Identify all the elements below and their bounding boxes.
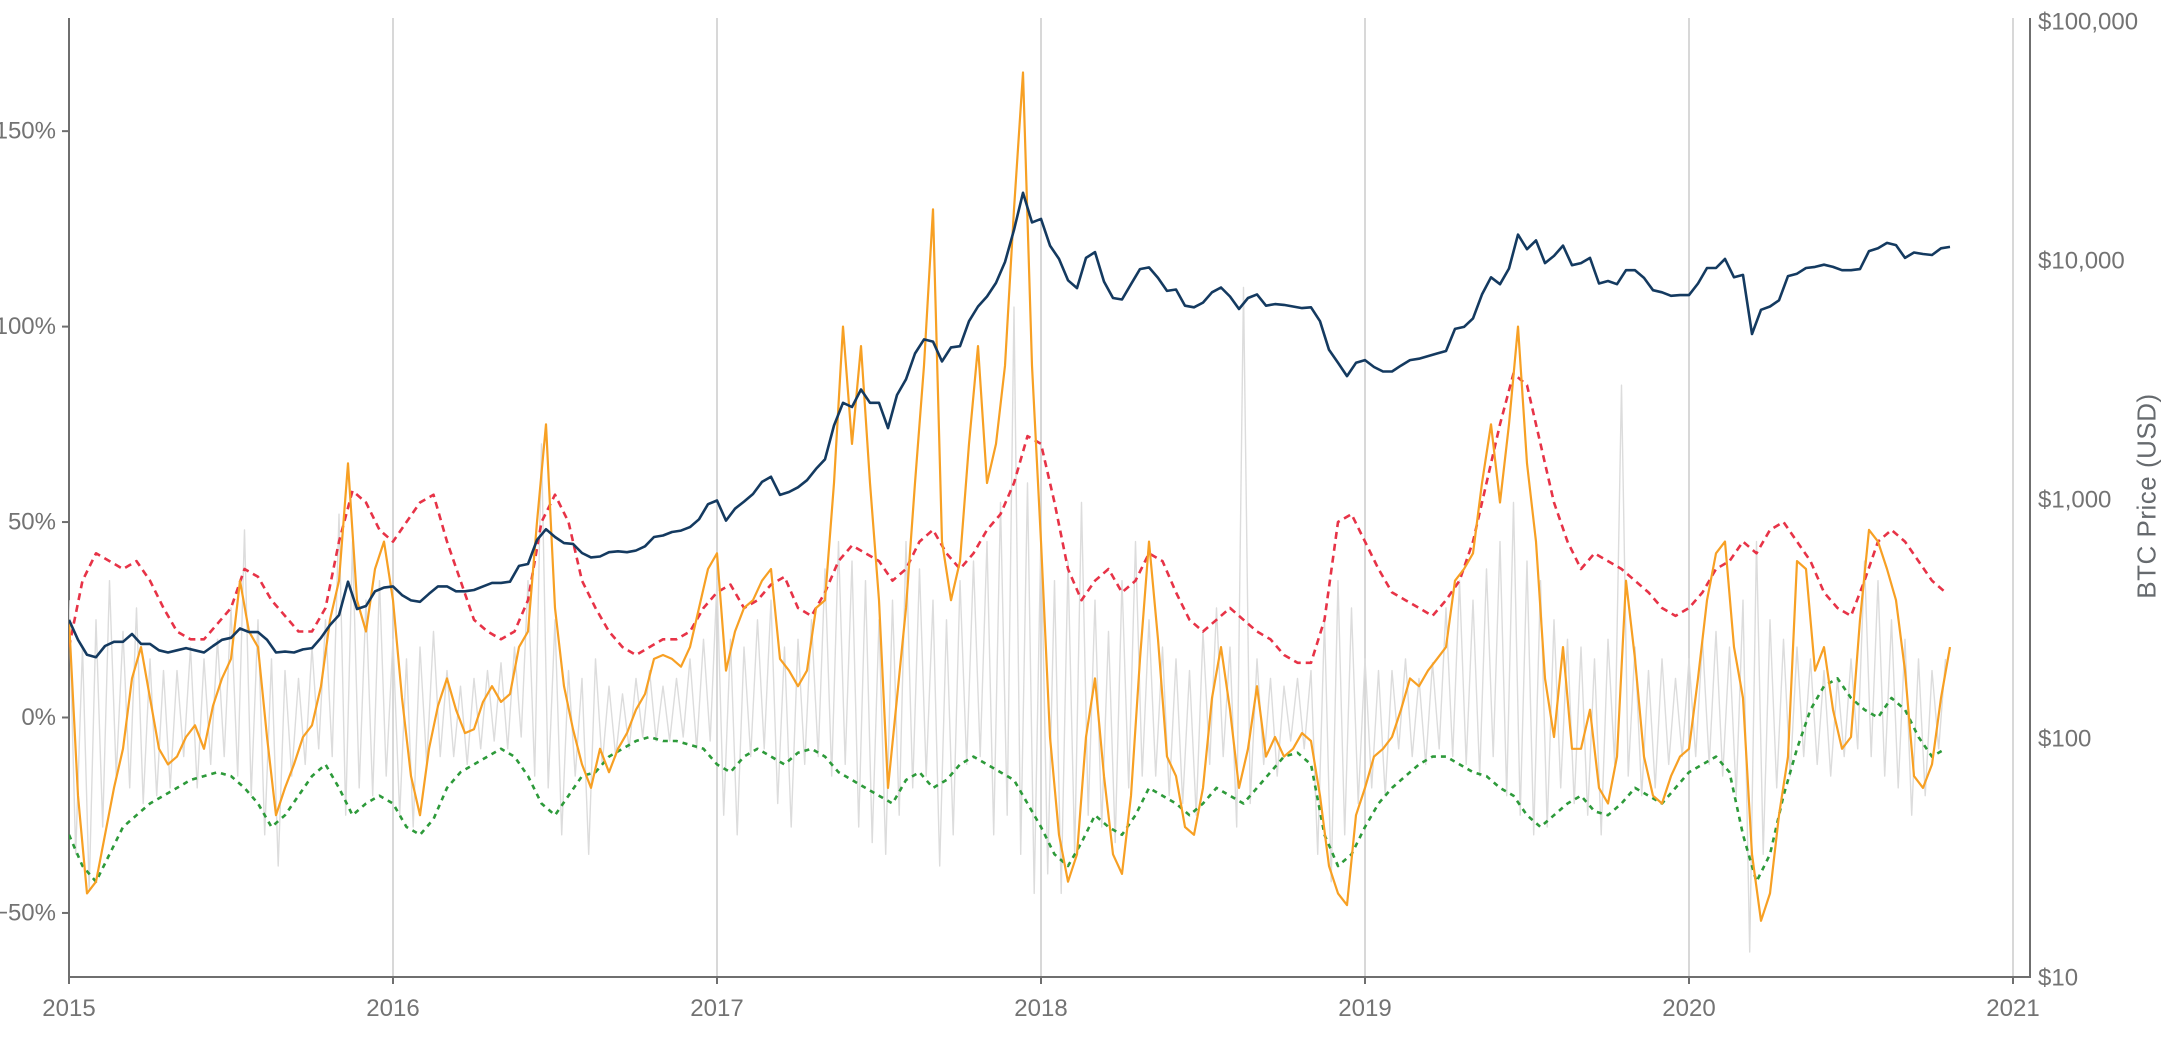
x-tick-label: 2018 [1014,995,1067,1022]
y-right-tick-label: $10 [2038,965,2078,992]
series-rolling-return [69,71,1952,922]
series-btc-price-usd [69,191,1951,659]
x-tick-label: 2019 [1338,995,1391,1022]
y-left-tick-label: 150% [0,118,56,145]
x-tick-label: 2016 [366,995,419,1022]
series-fast-percent-change [69,286,1947,953]
y-right-tick-label: $100 [2038,726,2091,753]
right-axis-title: BTC Price (USD) [2131,393,2162,599]
y-left-tick-label: 100% [0,313,56,340]
y-right-tick-label: $100,000 [2038,9,2138,36]
y-left-tick-label: 0% [21,704,56,731]
y-left-tick-label: 50% [8,509,56,536]
y-right-tick-label: $10,000 [2038,248,2125,275]
series-lower-band [69,677,1947,884]
y-left-tick-label: −50% [0,899,56,926]
y-right-tick-label: $1,000 [2038,487,2111,514]
x-tick-label: 2020 [1662,995,1715,1022]
x-tick-label: 2021 [1986,995,2039,1022]
x-tick-label: 2017 [690,995,743,1022]
x-tick-label: 2015 [42,995,95,1022]
